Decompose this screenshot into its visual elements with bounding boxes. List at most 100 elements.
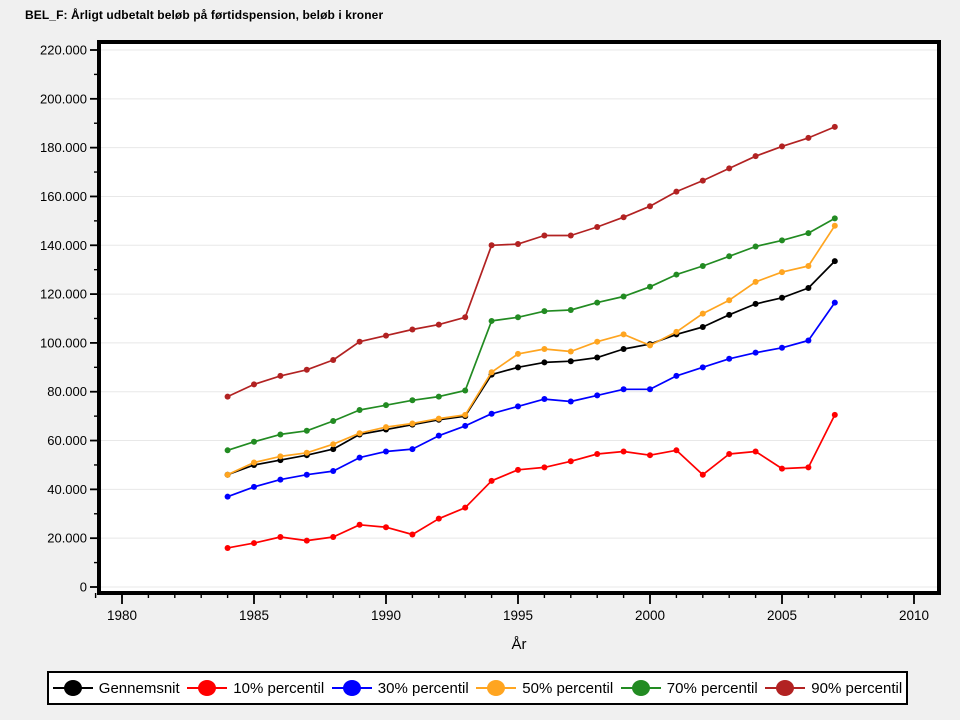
data-point [699, 177, 706, 184]
data-point [356, 407, 363, 414]
data-point [277, 431, 284, 438]
y-tick-label: 40.000 [47, 482, 87, 497]
y-tick-label: 120.000 [40, 287, 87, 302]
data-point [409, 420, 416, 427]
data-point [277, 533, 284, 540]
data-point [647, 386, 653, 393]
legend-marker-icon [476, 680, 517, 696]
x-tick-label: 1980 [107, 608, 137, 623]
data-point [224, 471, 231, 478]
data-point [594, 299, 601, 306]
legend-label: 90% percentil [811, 679, 903, 697]
data-point [805, 134, 812, 141]
series-50-percentil [224, 222, 838, 478]
data-point [752, 153, 759, 160]
data-point [752, 300, 759, 307]
series-70-percentil [224, 215, 838, 454]
x-tick-label: 1995 [503, 608, 533, 623]
data-point [488, 317, 495, 324]
data-point [409, 326, 416, 333]
data-point [330, 533, 337, 540]
y-tick-label: 60.000 [47, 433, 87, 448]
series-90-percentil [224, 123, 838, 400]
legend-label: 10% percentil [233, 679, 325, 697]
data-point [356, 454, 363, 461]
data-point [779, 237, 785, 244]
data-point [356, 521, 363, 528]
data-point [224, 544, 231, 551]
data-point [805, 284, 812, 291]
data-point [594, 223, 601, 230]
data-point [515, 241, 521, 248]
data-point [594, 450, 601, 457]
data-point [303, 449, 310, 456]
x-tick-label: 2005 [767, 608, 797, 623]
y-tick-label: 140.000 [40, 238, 87, 253]
data-point [383, 524, 389, 531]
data-point [383, 448, 389, 455]
data-point [594, 354, 601, 361]
data-point [752, 349, 759, 356]
data-point [383, 424, 389, 431]
data-point [515, 466, 521, 473]
data-point [277, 372, 284, 379]
data-point [251, 438, 257, 445]
plot-area: 0 20.000 40.000 60.000 80.000 100.000 120.000 1… [40, 40, 941, 623]
data-point [726, 165, 733, 172]
data-point [620, 386, 627, 393]
data-point [515, 403, 521, 410]
data-point [251, 381, 257, 388]
data-point [726, 297, 733, 304]
data-point [620, 346, 627, 353]
data-point [330, 418, 337, 425]
data-point [805, 263, 812, 270]
y-tick-label: 20.000 [47, 531, 87, 546]
data-point [567, 232, 574, 239]
data-point [462, 387, 469, 394]
legend-item-10-percentil: 10% percentil [187, 678, 324, 698]
legend: Gennemsnit 10% percentil 30% percentil 50% … [47, 671, 908, 705]
data-point [462, 314, 469, 321]
x-axis-label: År [511, 636, 527, 653]
data-point [831, 123, 838, 130]
data-point [435, 321, 442, 328]
legend-marker-icon [331, 680, 372, 696]
data-point [673, 447, 680, 454]
data-point [488, 477, 495, 484]
data-point [752, 448, 759, 455]
data-point [435, 393, 442, 400]
data-point [567, 358, 574, 365]
data-point [409, 446, 416, 453]
data-point [462, 411, 469, 418]
y-tick-label: 180.000 [40, 140, 87, 155]
data-point [805, 230, 812, 237]
legend-label: 30% percentil [377, 679, 469, 697]
legend-label: 50% percentil [522, 679, 614, 697]
y-tick-label: 200.000 [40, 91, 87, 106]
data-point [541, 359, 548, 366]
data-point [831, 258, 838, 265]
data-point [620, 293, 627, 300]
legend-item-70-percentil: 70% percentil [620, 678, 758, 698]
data-point [726, 311, 733, 318]
data-point [541, 232, 548, 239]
data-point [224, 493, 231, 500]
y-tick-label: 100.000 [40, 335, 87, 350]
data-point [435, 515, 442, 522]
data-point [567, 348, 574, 355]
data-point [515, 314, 521, 321]
legend-marker-icon [620, 680, 661, 696]
data-point [224, 393, 231, 400]
data-point [594, 392, 601, 399]
data-point [673, 271, 680, 278]
data-point [541, 396, 548, 403]
data-point [515, 364, 521, 371]
legend-label: Gennemsnit [98, 679, 180, 697]
data-point [251, 459, 257, 466]
legend-item-50-percentil: 50% percentil [476, 678, 613, 698]
gridlines [101, 49, 937, 588]
data-point [541, 346, 548, 353]
legend-marker-icon [765, 680, 806, 696]
data-point [488, 410, 495, 417]
data-point [330, 468, 337, 475]
